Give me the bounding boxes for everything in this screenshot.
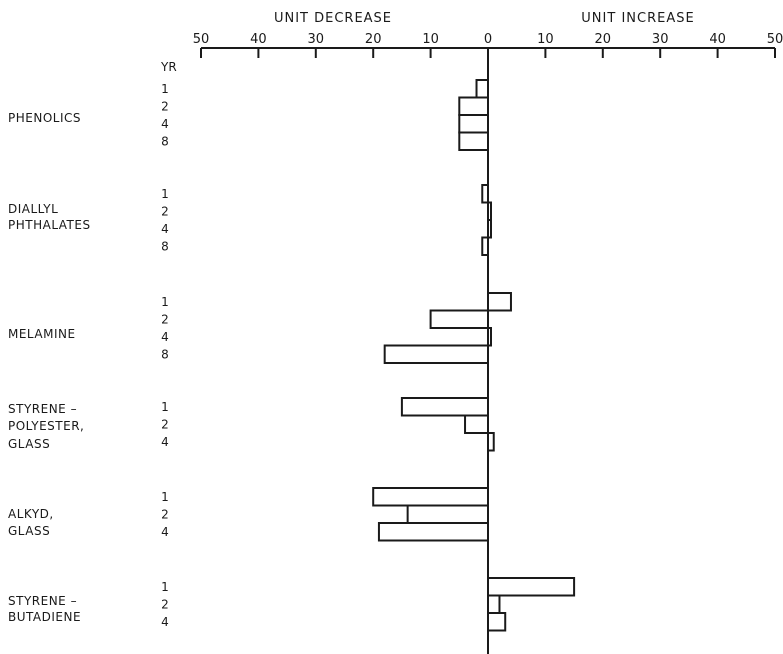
- bar: [487, 292, 512, 312]
- year-label: 1: [161, 187, 169, 201]
- x-tick-label: 20: [365, 32, 382, 47]
- bar: [464, 414, 490, 434]
- x-tick-label: 50: [193, 32, 210, 47]
- bar: [372, 487, 490, 507]
- year-header: YR: [160, 60, 177, 74]
- group-label: POLYESTER,: [8, 419, 84, 433]
- year-label: 8: [161, 347, 169, 361]
- x-tick-label: 50: [767, 32, 783, 47]
- axis-title-decrease: UNIT DECREASE: [274, 11, 392, 26]
- bar: [383, 344, 489, 364]
- year-label: 1: [161, 400, 169, 414]
- bar: [377, 522, 489, 542]
- axis-title-increase: UNIT INCREASE: [581, 11, 694, 26]
- group-label: PHENOLICS: [8, 111, 81, 125]
- x-tick-label: 20: [595, 32, 612, 47]
- group-label: STYRENE –: [8, 594, 77, 608]
- bar: [475, 79, 489, 99]
- bar: [458, 114, 489, 134]
- bar: [487, 594, 501, 614]
- bar: [458, 96, 489, 116]
- year-label: 2: [161, 99, 169, 113]
- x-tick-label: 30: [652, 32, 669, 47]
- x-tick-label: 10: [537, 32, 554, 47]
- year-label: 1: [161, 295, 169, 309]
- year-label: 1: [161, 82, 169, 96]
- group-label: BUTADIENE: [8, 610, 81, 624]
- year-label: 2: [161, 417, 169, 431]
- bar: [406, 504, 490, 524]
- year-label: 8: [161, 239, 169, 253]
- year-label: 4: [161, 435, 169, 449]
- year-label: 2: [161, 312, 169, 326]
- year-label: 1: [161, 580, 169, 594]
- bar: [487, 219, 492, 239]
- bar: [400, 397, 489, 417]
- year-label: 4: [161, 525, 169, 539]
- x-tick-label: 40: [709, 32, 726, 47]
- year-label: 4: [161, 615, 169, 629]
- group-label: GLASS: [8, 524, 50, 538]
- bar: [481, 184, 490, 204]
- bar: [487, 612, 507, 632]
- bar: [487, 577, 576, 597]
- bar: [458, 131, 489, 151]
- bar: [481, 236, 490, 256]
- x-tick-label: 0: [484, 32, 492, 47]
- group-label: PHTHALATES: [8, 218, 91, 232]
- x-tick-label: 10: [422, 32, 439, 47]
- x-tick-label: 30: [308, 32, 325, 47]
- year-label: 1: [161, 490, 169, 504]
- bar: [487, 432, 495, 452]
- year-label: 2: [161, 597, 169, 611]
- year-label: 4: [161, 117, 169, 131]
- group-label: GLASS: [8, 437, 50, 451]
- bar: [487, 327, 492, 347]
- year-label: 2: [161, 204, 169, 218]
- year-label: 8: [161, 134, 169, 148]
- bar: [429, 309, 490, 329]
- group-label: ALKYD,: [8, 507, 54, 521]
- year-label: 2: [161, 507, 169, 521]
- bar: [487, 201, 492, 221]
- x-tick-label: 40: [250, 32, 267, 47]
- year-label: 4: [161, 222, 169, 236]
- group-label: DIALLYL: [8, 202, 58, 216]
- group-label: MELAMINE: [8, 327, 76, 341]
- year-label: 4: [161, 330, 169, 344]
- group-label: STYRENE –: [8, 402, 77, 416]
